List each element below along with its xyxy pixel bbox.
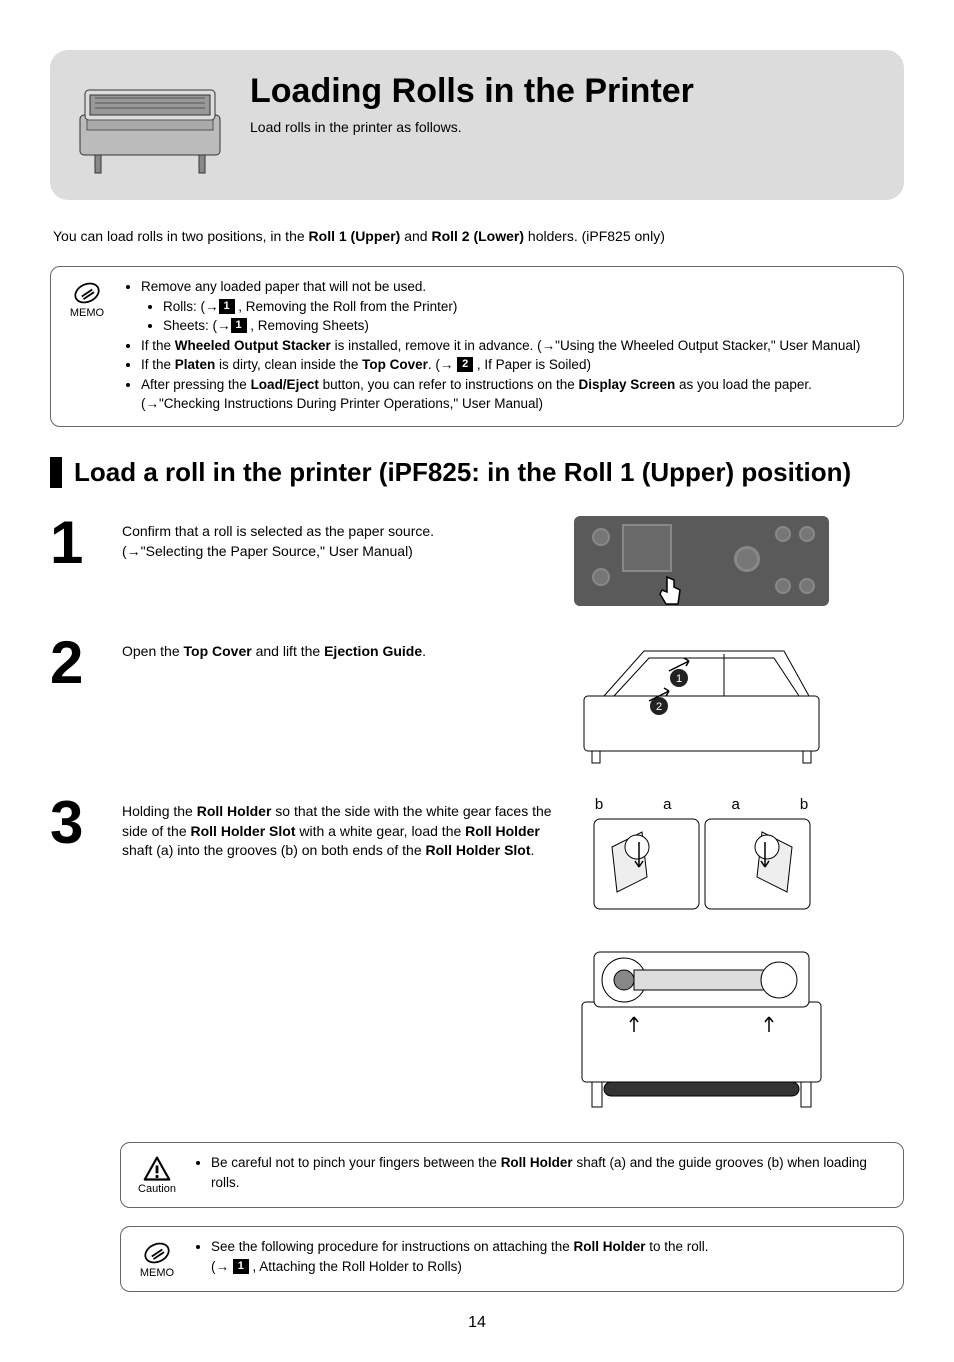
header-text: Loading Rolls in the Printer Load rolls …: [250, 70, 879, 135]
caution-body: Be careful not to pinch your fingers bet…: [193, 1153, 889, 1195]
top-cover-illustration: 1 2: [574, 636, 829, 766]
caution-label-text: Caution: [138, 1183, 176, 1195]
figure-labels-row: b a a b: [595, 796, 808, 813]
memo-item-remove: Remove any loaded paper that will not be…: [141, 277, 889, 336]
caution-item: Be careful not to pinch your fingers bet…: [211, 1153, 889, 1192]
step-3: 3 Holding the Roll Holder so that the si…: [50, 796, 904, 1112]
step-1: 1 Confirm that a roll is selected as the…: [50, 516, 904, 606]
memo-item-load: After pressing the Load/Eject button, yo…: [141, 375, 889, 414]
memo-subitem-sheets: Sheets: (→1 , Removing Sheets): [163, 316, 889, 336]
hand-pointer-icon: [652, 572, 692, 612]
memo-item-stacker: If the Wheeled Output Stacker is install…: [141, 336, 889, 356]
intro-post: holders. (iPF825 only): [524, 228, 665, 244]
step-number: 2: [50, 636, 100, 690]
roll1-label: Roll 1 (Upper): [309, 228, 401, 244]
label-a: a: [663, 796, 671, 813]
step-number: 3: [50, 796, 100, 850]
step-3-figure: b a a b: [574, 796, 829, 1112]
intro-text: You can load rolls in two positions, in …: [53, 228, 904, 244]
memo2-body: See the following procedure for instruct…: [193, 1237, 889, 1279]
ref-icon: 2: [457, 357, 473, 372]
intro-and: and: [400, 228, 431, 244]
ref-icon: 1: [231, 318, 247, 333]
step-number: 1: [50, 516, 100, 570]
caution-box: Caution Be careful not to pinch your fin…: [120, 1142, 904, 1208]
memo-icon: [73, 279, 101, 307]
memo-subitem-rolls: Rolls: (→1 , Removing the Roll from the …: [163, 297, 889, 317]
memo-item-platen: If the Platen is dirty, clean inside the…: [141, 355, 889, 375]
ref-icon: 1: [219, 299, 235, 314]
step-1-text: Confirm that a roll is selected as the p…: [122, 516, 552, 561]
page-title: Loading Rolls in the Printer: [250, 72, 879, 111]
memo-label-text: MEMO: [140, 1267, 174, 1279]
memo-label: MEMO: [135, 1237, 179, 1279]
roll-holder-load-illustration: [574, 922, 829, 1112]
page-header: Loading Rolls in the Printer Load rolls …: [50, 50, 904, 200]
page-subtitle: Load rolls in the printer as follows.: [250, 119, 879, 135]
roll-holder-detail-illustration: [592, 817, 812, 912]
memo-body: Remove any loaded paper that will not be…: [123, 277, 889, 414]
step-2: 2 Open the Top Cover and lift the Ejecti…: [50, 636, 904, 766]
step-2-figure: 1 2: [574, 636, 829, 766]
step-3-text: Holding the Roll Holder so that the side…: [122, 796, 552, 861]
label-a: a: [732, 796, 740, 813]
page-number: 14: [50, 1314, 904, 1332]
step-1-figure: [574, 516, 829, 606]
memo-label: MEMO: [65, 277, 109, 414]
memo-box-1: MEMO Remove any loaded paper that will n…: [50, 266, 904, 427]
section-title: Load a roll in the printer (iPF825: in t…: [50, 457, 904, 488]
svg-text:1: 1: [676, 673, 682, 685]
caution-icon: [143, 1155, 171, 1183]
caution-label: Caution: [135, 1153, 179, 1195]
roll2-label: Roll 2 (Lower): [431, 228, 524, 244]
step-2-text: Open the Top Cover and lift the Ejection…: [122, 636, 552, 662]
memo-box-2: MEMO See the following procedure for ins…: [120, 1226, 904, 1292]
memo2-item: See the following procedure for instruct…: [211, 1237, 889, 1276]
intro-pre: You can load rolls in two positions, in …: [53, 228, 309, 244]
printer-icon: [75, 70, 225, 175]
memo-label-text: MEMO: [70, 307, 104, 319]
label-b: b: [595, 796, 603, 813]
memo-icon: [143, 1239, 171, 1267]
inner-boxes: Caution Be careful not to pinch your fin…: [120, 1142, 904, 1292]
ref-icon: 1: [233, 1259, 249, 1274]
control-panel-illustration: [574, 516, 829, 606]
label-b: b: [800, 796, 808, 813]
svg-text:2: 2: [656, 701, 662, 713]
